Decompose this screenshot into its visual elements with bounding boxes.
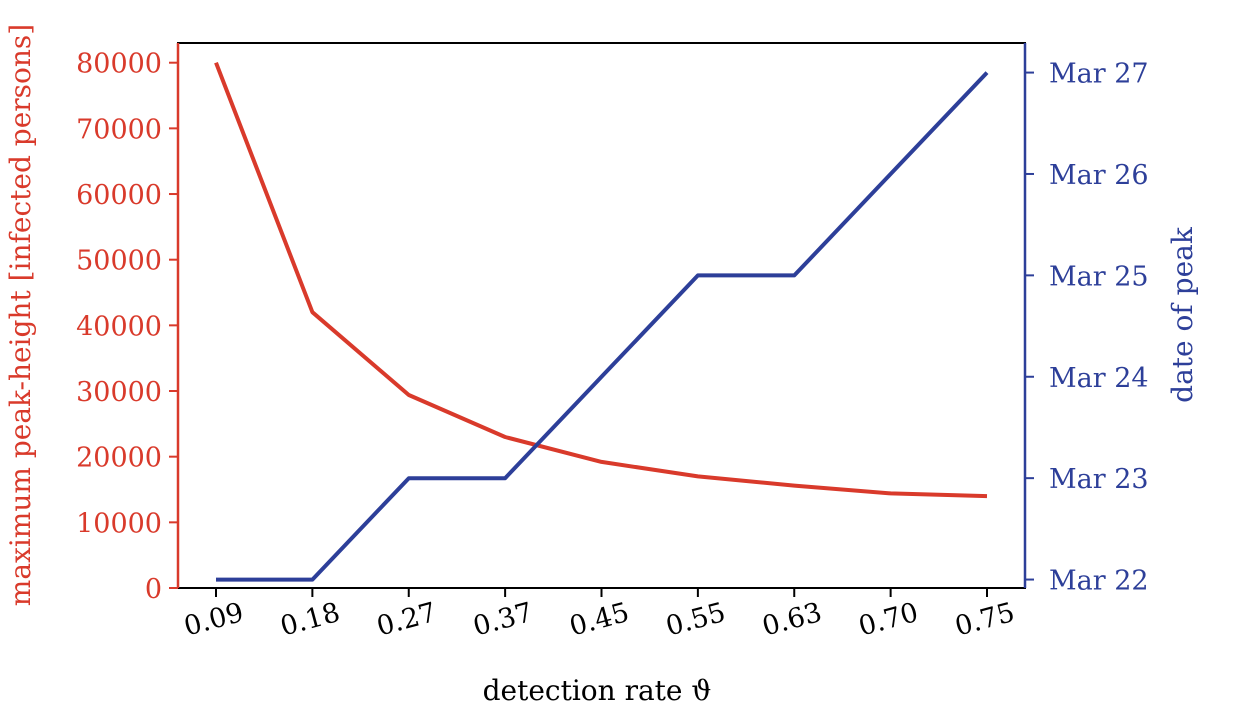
left-y-tick-label: 60000 [76, 180, 162, 211]
x-tick-label: 0.70 [855, 597, 921, 643]
right-y-axis-ticks: Mar 22 Mar 23 Mar 24 Mar 25 Mar 26 Mar 27 [1025, 59, 1149, 597]
right-y-tick-label: Mar 22 [1049, 566, 1149, 597]
peak-date-line [216, 71, 989, 582]
x-tick-label: 0.18 [277, 597, 343, 643]
right-y-axis-label: date of peak [1166, 226, 1199, 403]
x-tick-label: 0.63 [759, 597, 825, 643]
x-axis-ticks: 0.09 0.18 0.27 0.37 0.45 0.55 0.63 0.70 0.75 [181, 588, 1018, 643]
left-y-tick-label: 30000 [76, 377, 162, 408]
peak-height-line [214, 61, 988, 499]
x-tick-label: 0.45 [566, 597, 632, 643]
x-tick-label: 0.27 [374, 597, 440, 643]
left-y-axis-ticks: 0 10000 20000 30000 40000 50000 60000 70000 8000… [76, 49, 178, 605]
left-y-tick-label: 50000 [76, 246, 162, 277]
left-y-tick-label: 0 [145, 574, 162, 605]
right-y-tick-label: Mar 23 [1049, 464, 1149, 495]
left-y-tick-label: 70000 [76, 114, 162, 145]
x-axis-label: detection rate ϑ [483, 674, 712, 707]
right-y-tick-label: Mar 25 [1049, 261, 1149, 292]
right-y-tick-label: Mar 26 [1049, 160, 1149, 191]
left-y-tick-label: 40000 [76, 311, 162, 342]
x-tick-label: 0.75 [952, 597, 1018, 643]
right-y-tick-label: Mar 27 [1049, 59, 1149, 90]
left-y-axis-label: maximum peak-height [infected persons] [4, 24, 37, 606]
left-y-tick-label: 80000 [76, 49, 162, 80]
right-y-tick-label: Mar 24 [1049, 363, 1149, 394]
left-y-tick-label: 20000 [76, 443, 162, 474]
plot-frame [177, 42, 1026, 589]
x-tick-label: 0.37 [470, 597, 536, 643]
series-lines [214, 61, 989, 582]
left-y-tick-label: 10000 [76, 508, 162, 539]
x-tick-label: 0.09 [181, 597, 247, 643]
x-tick-label: 0.55 [663, 597, 729, 643]
